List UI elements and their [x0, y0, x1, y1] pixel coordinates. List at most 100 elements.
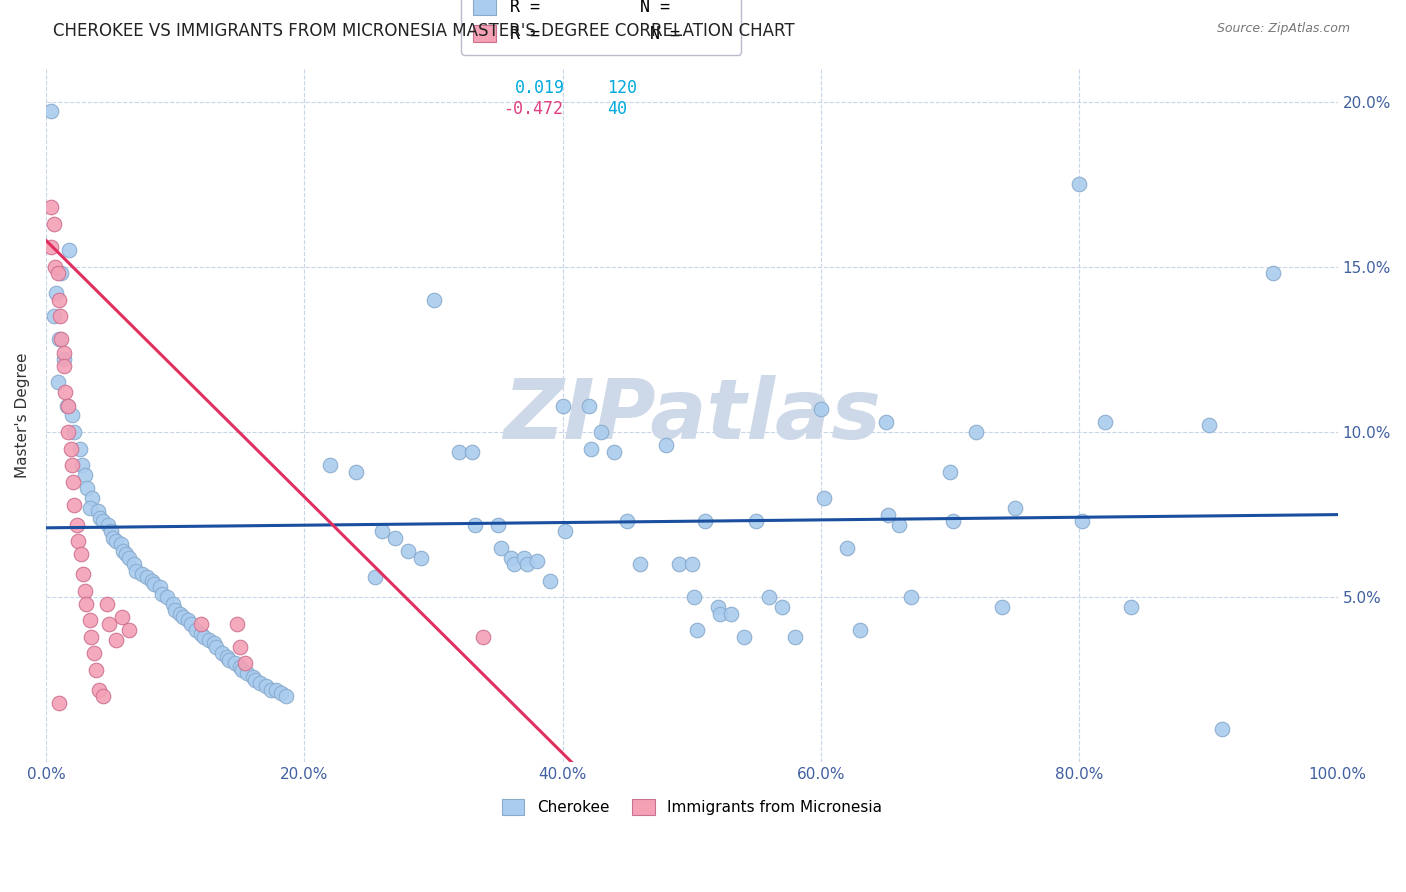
Point	[515, 557, 537, 571]
Point	[60, 409, 83, 423]
Point	[1119, 600, 1142, 615]
Point	[76, 481, 98, 495]
Point	[184, 624, 207, 638]
Point	[706, 600, 728, 615]
Point	[785, 630, 807, 644]
Point	[1069, 177, 1091, 191]
Point	[965, 425, 987, 439]
Point	[270, 686, 292, 700]
Point	[810, 401, 832, 416]
Point	[218, 653, 240, 667]
Point	[942, 514, 965, 528]
Point	[150, 587, 173, 601]
Point	[471, 630, 494, 644]
Point	[1211, 723, 1233, 737]
Point	[190, 626, 212, 640]
Point	[42, 217, 65, 231]
Point	[655, 438, 678, 452]
Point	[91, 690, 114, 704]
Text: Source: ZipAtlas.com: Source: ZipAtlas.com	[1216, 22, 1350, 36]
Point	[364, 570, 387, 584]
Point	[371, 524, 394, 538]
Point	[98, 616, 121, 631]
Point	[260, 682, 283, 697]
Point	[733, 630, 755, 644]
Point	[141, 574, 163, 588]
Point	[489, 541, 512, 555]
Point	[156, 591, 179, 605]
Point	[72, 567, 94, 582]
Point	[745, 514, 768, 528]
Point	[215, 649, 238, 664]
Point	[554, 524, 576, 538]
Point	[46, 266, 69, 280]
Point	[42, 310, 65, 324]
Point	[190, 616, 212, 631]
Point	[681, 557, 703, 571]
Point	[686, 624, 709, 638]
Point	[396, 544, 419, 558]
Point	[97, 517, 120, 532]
Point	[79, 613, 101, 627]
Point	[526, 554, 548, 568]
Point	[89, 511, 111, 525]
Point	[63, 425, 86, 439]
Point	[51, 333, 73, 347]
Point	[80, 630, 103, 644]
Point	[254, 680, 277, 694]
Point	[849, 624, 872, 638]
Point	[172, 610, 194, 624]
Point	[101, 531, 124, 545]
Point	[603, 445, 626, 459]
Point	[62, 475, 84, 489]
Point	[56, 399, 79, 413]
Point	[939, 465, 962, 479]
Point	[104, 633, 127, 648]
Point	[877, 508, 900, 522]
Point	[110, 537, 132, 551]
Point	[264, 682, 287, 697]
Point	[73, 467, 96, 482]
Legend: Cherokee, Immigrants from Micronesia: Cherokee, Immigrants from Micronesia	[492, 790, 891, 824]
Point	[180, 616, 202, 631]
Point	[70, 547, 93, 561]
Point	[991, 600, 1014, 615]
Point	[409, 550, 432, 565]
Point	[125, 564, 148, 578]
Point	[628, 557, 651, 571]
Text: 120: 120	[607, 79, 637, 97]
Point	[709, 607, 731, 621]
Text: CHEROKEE VS IMMIGRANTS FROM MICRONESIA MASTER'S DEGREE CORRELATION CHART: CHEROKEE VS IMMIGRANTS FROM MICRONESIA M…	[53, 22, 794, 40]
Point	[53, 345, 76, 359]
Point	[69, 442, 91, 456]
Point	[143, 577, 166, 591]
Point	[758, 591, 780, 605]
Point	[45, 286, 67, 301]
Point	[79, 501, 101, 516]
Point	[115, 547, 138, 561]
Point	[55, 399, 77, 413]
Point	[100, 524, 122, 538]
Point	[900, 591, 922, 605]
Point	[117, 550, 139, 565]
Point	[39, 240, 62, 254]
Point	[551, 399, 574, 413]
Point	[87, 682, 110, 697]
Text: -0.472: -0.472	[503, 100, 564, 118]
Point	[245, 673, 267, 687]
Point	[86, 663, 108, 677]
Point	[486, 517, 509, 532]
Text: ZIPatlas: ZIPatlas	[503, 375, 880, 456]
Point	[112, 544, 135, 558]
Point	[44, 260, 66, 274]
Point	[249, 676, 271, 690]
Point	[499, 550, 522, 565]
Point	[46, 376, 69, 390]
Point	[384, 531, 406, 545]
Point	[770, 600, 793, 615]
Point	[202, 636, 225, 650]
Text: 0.019: 0.019	[515, 79, 565, 97]
Point	[67, 534, 90, 549]
Point	[579, 442, 602, 456]
Point	[578, 399, 600, 413]
